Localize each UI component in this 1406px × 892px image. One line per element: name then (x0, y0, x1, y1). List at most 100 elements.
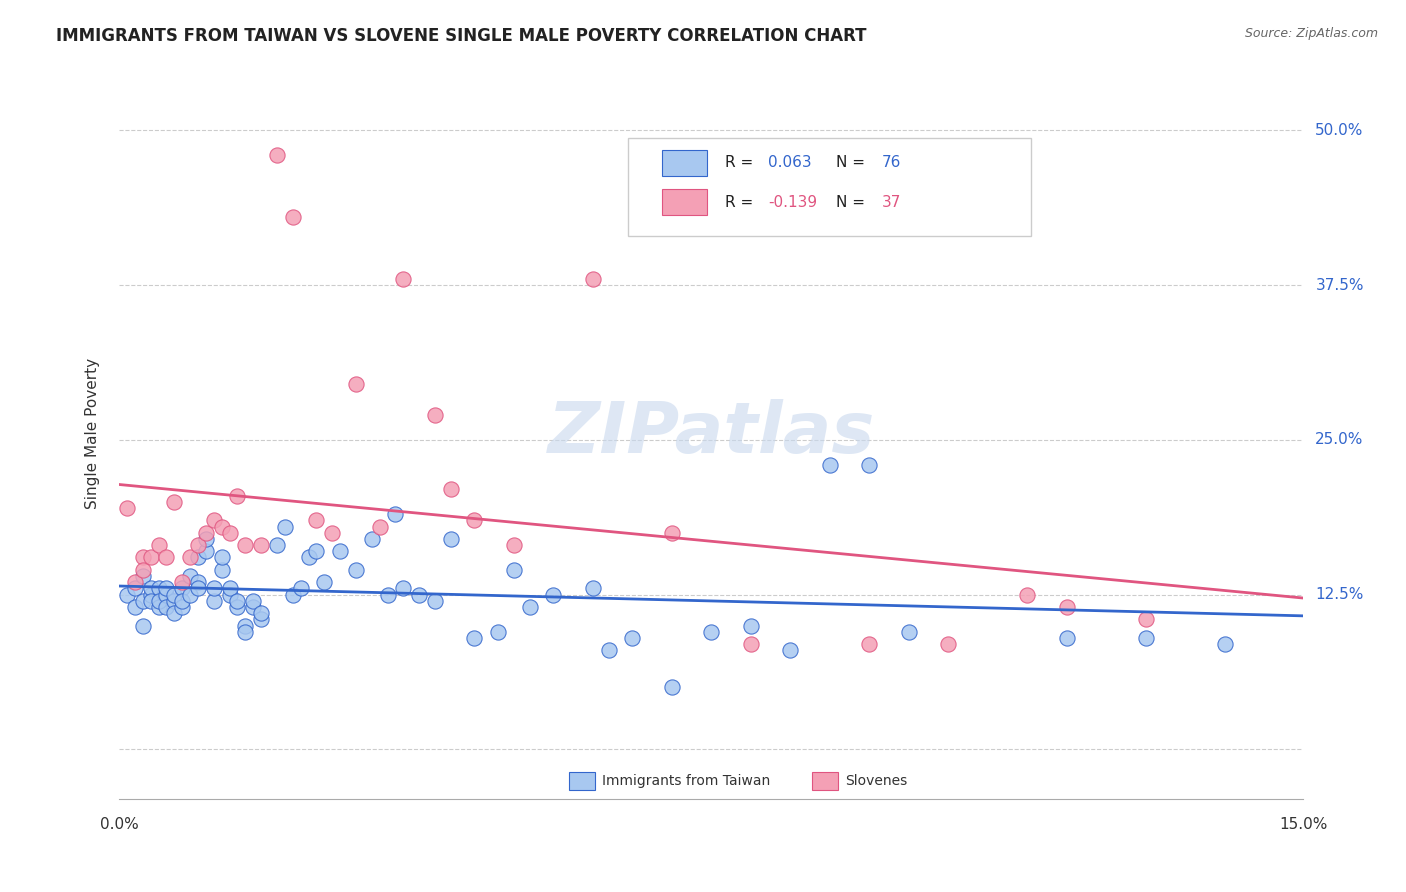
Point (235, 618, 257, 632)
Point (115, 588, 138, 602)
Point (226, 489, 249, 503)
Point (408, 588, 430, 602)
Point (598, 643, 620, 657)
Point (582, 272, 605, 286)
Point (211, 563, 233, 577)
Text: 0.063: 0.063 (768, 155, 811, 170)
Point (155, 582, 177, 596)
Point (519, 599, 541, 614)
Point (187, 550, 209, 565)
Point (155, 550, 177, 565)
Point (179, 550, 201, 565)
Bar (661, 150, 707, 176)
Point (344, 563, 367, 577)
Bar (811, 772, 838, 790)
Point (242, 599, 264, 614)
Point (543, 588, 565, 602)
Point (392, 582, 415, 596)
Point (281, 588, 304, 602)
Point (440, 532, 463, 546)
Point (936, 637, 959, 651)
Point (423, 594, 446, 608)
Point (463, 631, 485, 645)
Point (368, 519, 391, 533)
Point (139, 588, 162, 602)
Text: Slovenes: Slovenes (845, 774, 907, 789)
Point (194, 544, 217, 558)
Point (202, 594, 225, 608)
Point (172, 594, 194, 608)
Point (423, 408, 446, 422)
Point (502, 538, 524, 552)
Point (218, 525, 240, 540)
Text: 12.5%: 12.5% (1316, 587, 1364, 602)
Point (661, 681, 683, 695)
Text: 37.5%: 37.5% (1316, 277, 1364, 293)
Text: 50.0%: 50.0% (1316, 123, 1364, 138)
Text: 0.0%: 0.0% (100, 817, 138, 832)
Point (621, 631, 644, 645)
Y-axis label: Single Male Poverty: Single Male Poverty (86, 358, 100, 509)
Text: ZIPatlas: ZIPatlas (547, 400, 875, 468)
Text: R =: R = (725, 155, 759, 170)
Point (179, 569, 201, 583)
Point (211, 519, 233, 533)
Point (740, 618, 762, 632)
Point (187, 582, 209, 596)
Point (344, 377, 367, 392)
Point (163, 594, 186, 608)
Point (463, 513, 485, 527)
Point (305, 544, 328, 558)
Point (148, 582, 170, 596)
Point (148, 538, 170, 552)
Point (700, 624, 723, 639)
Point (321, 525, 343, 540)
Point (226, 594, 249, 608)
Bar (661, 189, 707, 215)
Text: Immigrants from Taiwan: Immigrants from Taiwan (602, 774, 770, 789)
Point (148, 594, 170, 608)
Point (818, 458, 841, 472)
Point (1017, 588, 1039, 602)
Point (172, 582, 194, 596)
Point (297, 550, 319, 565)
Point (377, 588, 399, 602)
Point (172, 599, 194, 614)
Bar (569, 772, 595, 790)
Point (384, 507, 406, 521)
Point (360, 532, 382, 546)
Point (132, 563, 155, 577)
Point (172, 575, 194, 590)
Point (235, 624, 257, 639)
Point (226, 599, 249, 614)
Point (163, 588, 186, 602)
Point (194, 532, 217, 546)
Text: 37: 37 (882, 194, 901, 210)
Point (250, 606, 273, 620)
Point (486, 624, 509, 639)
Point (218, 582, 240, 596)
Point (661, 525, 683, 540)
Point (202, 513, 225, 527)
Point (202, 582, 225, 596)
Point (858, 637, 880, 651)
Point (1056, 631, 1078, 645)
Point (139, 550, 162, 565)
Point (502, 563, 524, 577)
Point (582, 582, 605, 596)
FancyBboxPatch shape (628, 138, 1031, 236)
Point (314, 575, 336, 590)
Point (115, 500, 138, 515)
Point (250, 538, 273, 552)
Point (274, 519, 297, 533)
Point (132, 618, 155, 632)
Point (124, 575, 146, 590)
Point (187, 575, 209, 590)
Point (139, 594, 162, 608)
Point (290, 582, 312, 596)
Text: Source: ZipAtlas.com: Source: ZipAtlas.com (1244, 27, 1378, 40)
Point (124, 599, 146, 614)
Point (740, 637, 762, 651)
Point (242, 594, 264, 608)
Point (179, 588, 201, 602)
